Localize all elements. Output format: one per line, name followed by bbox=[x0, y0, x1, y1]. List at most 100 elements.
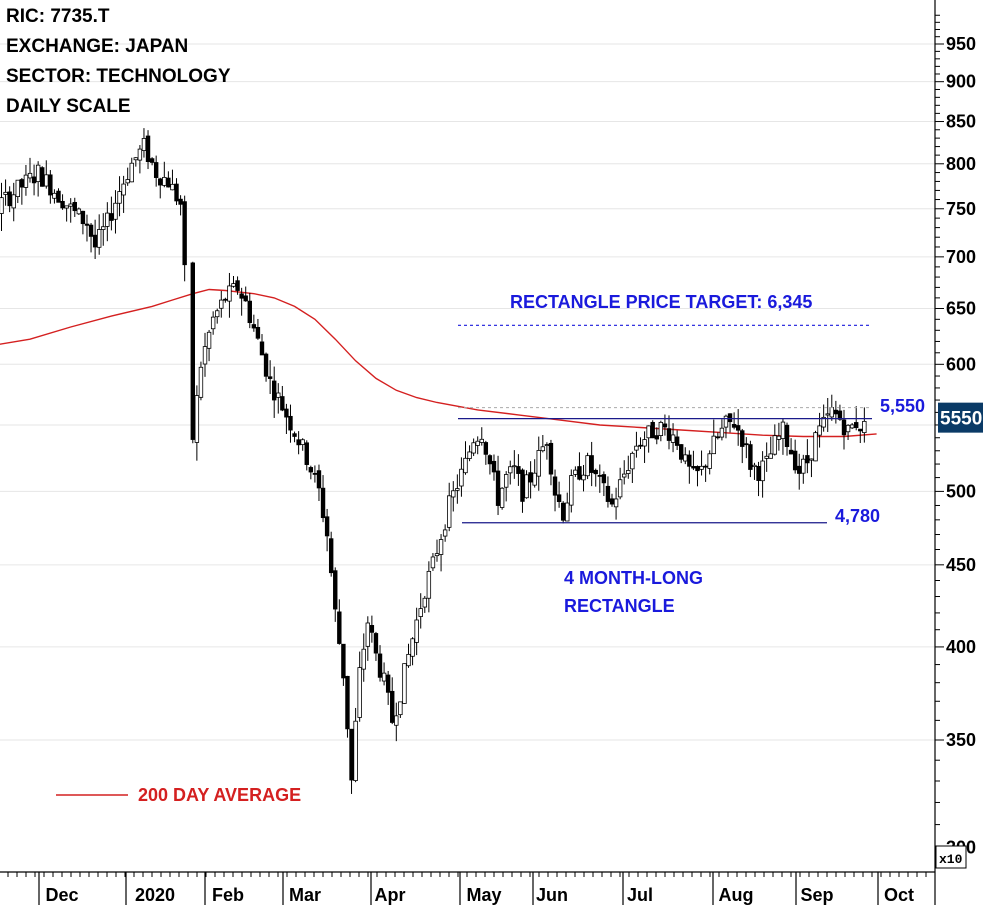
candle bbox=[845, 424, 851, 440]
candle bbox=[650, 420, 655, 439]
candle-body bbox=[15, 179, 20, 198]
candle bbox=[288, 404, 293, 443]
candle-body bbox=[841, 419, 847, 436]
candle bbox=[630, 451, 635, 483]
x-tick-label: Jun bbox=[536, 885, 568, 905]
candle-body bbox=[788, 449, 794, 455]
candle-body bbox=[162, 176, 167, 186]
candle-body bbox=[267, 376, 273, 379]
candle-body bbox=[703, 465, 708, 468]
candle bbox=[267, 360, 273, 394]
candle bbox=[251, 314, 257, 332]
candle-body bbox=[483, 442, 489, 455]
candle bbox=[304, 440, 309, 471]
candle bbox=[64, 205, 69, 222]
candlestick-series bbox=[0, 128, 867, 794]
candle bbox=[801, 454, 806, 484]
candle-body bbox=[858, 428, 863, 432]
candle bbox=[410, 637, 415, 666]
candle-body bbox=[426, 570, 432, 599]
candle bbox=[565, 492, 570, 522]
x-tick-label: Mar bbox=[289, 885, 321, 905]
candle-body bbox=[463, 457, 468, 474]
candle bbox=[422, 595, 427, 613]
candle bbox=[141, 128, 147, 158]
candle bbox=[68, 198, 73, 223]
candle-body bbox=[7, 191, 12, 207]
rectangle-annotation-line2: RECTANGLE bbox=[564, 596, 675, 616]
candle-body bbox=[597, 474, 602, 477]
candle-body bbox=[113, 202, 118, 220]
candle bbox=[430, 553, 436, 571]
candle bbox=[109, 196, 114, 231]
candle bbox=[666, 415, 672, 450]
candle bbox=[552, 469, 558, 512]
candle bbox=[475, 436, 480, 455]
candle-body bbox=[617, 479, 623, 498]
last-price-label: 5550 bbox=[940, 409, 982, 430]
candle-body bbox=[699, 465, 704, 470]
candle bbox=[56, 188, 61, 203]
candle bbox=[524, 470, 529, 499]
candle-body bbox=[145, 135, 151, 163]
candle bbox=[699, 450, 704, 476]
candle bbox=[357, 651, 362, 722]
candle-body bbox=[479, 438, 484, 443]
candle bbox=[263, 352, 269, 382]
candle bbox=[438, 534, 444, 572]
candle-body bbox=[117, 191, 122, 204]
y-tick-label: 950 bbox=[946, 34, 976, 54]
y-tick-label: 650 bbox=[946, 299, 976, 319]
candle-body bbox=[390, 690, 395, 723]
candle bbox=[170, 169, 175, 191]
candle bbox=[601, 471, 607, 497]
candle bbox=[162, 161, 167, 188]
candle-body bbox=[80, 210, 86, 225]
candle bbox=[748, 440, 753, 478]
candle bbox=[670, 423, 676, 453]
candle-body bbox=[491, 460, 497, 473]
candle bbox=[31, 164, 37, 196]
candle bbox=[455, 474, 460, 504]
candle-body bbox=[280, 396, 285, 411]
candle bbox=[687, 450, 692, 484]
candle bbox=[764, 442, 769, 472]
candle-body bbox=[752, 464, 757, 468]
candle bbox=[560, 501, 566, 524]
candle-body bbox=[394, 715, 399, 726]
x-tick-label: Jul bbox=[627, 885, 653, 905]
candle-body bbox=[805, 455, 810, 464]
candle-body bbox=[385, 674, 391, 693]
candle-body bbox=[581, 474, 586, 481]
candle bbox=[792, 439, 798, 474]
candle-body bbox=[247, 300, 252, 324]
candle bbox=[271, 366, 277, 418]
ma-legend-label: 200 DAY AVERAGE bbox=[138, 785, 302, 805]
candle-body bbox=[288, 415, 293, 431]
candle-body bbox=[52, 192, 57, 199]
candle-body bbox=[544, 444, 550, 446]
candle bbox=[178, 195, 183, 216]
x-tick-label: Feb bbox=[212, 885, 244, 905]
candle bbox=[96, 214, 102, 255]
upper-level-label: 5,550 bbox=[880, 396, 926, 416]
candle bbox=[503, 471, 509, 502]
candle bbox=[84, 214, 90, 242]
candle bbox=[691, 450, 696, 471]
candle-body bbox=[670, 434, 676, 443]
candle-body bbox=[31, 176, 37, 184]
candle-body bbox=[402, 663, 407, 704]
candle bbox=[80, 210, 86, 235]
candle-body bbox=[487, 455, 493, 465]
candle-body bbox=[654, 435, 659, 440]
candle-body bbox=[784, 424, 790, 447]
candle-body bbox=[23, 174, 29, 188]
candle-body bbox=[133, 157, 139, 161]
candle bbox=[512, 450, 517, 479]
x-tick-label: Oct bbox=[884, 885, 914, 905]
candle bbox=[479, 427, 484, 446]
candle bbox=[341, 643, 346, 686]
candle-body bbox=[141, 138, 147, 151]
candle-body bbox=[129, 162, 134, 183]
candle-body bbox=[622, 473, 627, 478]
